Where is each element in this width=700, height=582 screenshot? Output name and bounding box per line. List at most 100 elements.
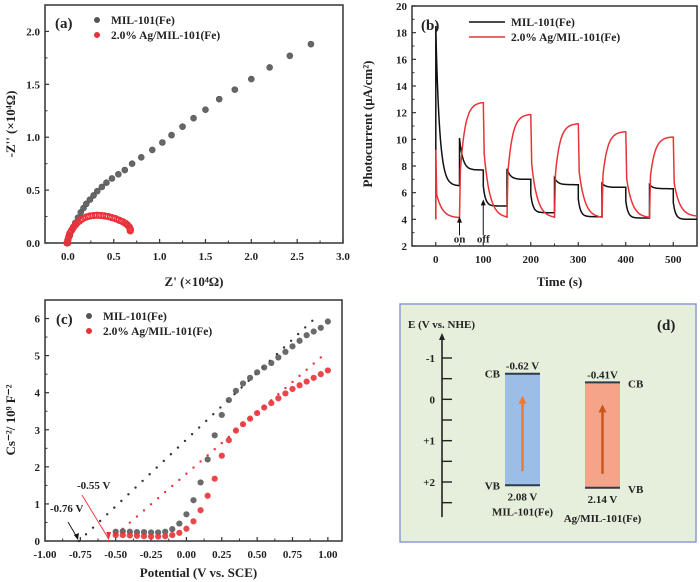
x-tick-label: -0.25 (140, 549, 163, 561)
panel-a-y-axis-title: -Z'' (×10⁴Ω) (3, 91, 18, 158)
annotation-label: off (477, 234, 490, 246)
arrowhead-icon (480, 199, 486, 206)
data-point (81, 214, 88, 222)
data-point (148, 146, 156, 154)
legend-marker (86, 328, 92, 334)
data-point (159, 139, 166, 146)
fit-line-dot (113, 506, 116, 509)
panel-b-ticks: 0 100 200 300 400 500 2 4 6 8 10 12 14 16 18 20 (396, 1, 682, 266)
x-tick-label: 2.0 (244, 251, 258, 263)
data-point (324, 318, 331, 325)
data-point (114, 216, 121, 223)
vb-label: VB (485, 480, 501, 492)
data-point (246, 374, 254, 381)
fit-line-dot (77, 539, 81, 543)
panel-b-label: (b) (421, 18, 439, 34)
data-point (303, 332, 310, 339)
data-point (108, 175, 116, 182)
panel-d-band-diagram: E (V vs. NHE) -1 0 +1 +2 -0.62 V 2.08 V MIL-1… (399, 303, 697, 543)
data-point (197, 479, 204, 486)
data-point (254, 369, 261, 376)
fit-line-dot (312, 362, 315, 365)
arrowhead-icon (518, 395, 527, 404)
y-tick-label: 0.0 (26, 238, 40, 250)
fit-line-dot (106, 513, 109, 516)
fit-line-dot (156, 496, 160, 500)
y-tick-label: 6 (35, 314, 41, 326)
data-point (190, 114, 197, 122)
y-tick-label: 6 (402, 188, 408, 200)
fit-line-dot (311, 319, 314, 322)
cb-label: CB (628, 378, 644, 390)
data-point (296, 382, 303, 389)
fit-line-dot (305, 368, 308, 371)
series-line-mil-101-fe (435, 25, 697, 221)
data-point (84, 213, 92, 220)
panel-d-axis-title: E (V vs. NHE) (408, 319, 475, 331)
vb-value-label: 2.14 V (588, 494, 618, 506)
data-point (239, 380, 247, 387)
panel-d-label: (d) (657, 318, 675, 334)
panel-b-photocurrent: 0 100 200 300 400 500 2 4 6 8 10 12 14 16 18 20 (b) MIL… (360, 1, 698, 289)
data-point (169, 531, 176, 539)
x-tick-label: 100 (475, 254, 492, 266)
data-point (126, 532, 133, 539)
energy-axis-tick-label: -1 (426, 353, 435, 365)
data-point (218, 452, 225, 459)
y-tick-label: 10 (396, 134, 408, 146)
x-tick-label: 1.5 (199, 251, 213, 263)
fit-line-dot (128, 521, 132, 524)
data-point (202, 106, 209, 114)
fit-line-dot (289, 339, 293, 342)
data-point (133, 532, 141, 539)
fit-line-dot (183, 439, 187, 443)
data-point (225, 397, 232, 404)
data-point (248, 75, 255, 83)
fit-line-dot (107, 539, 110, 543)
fit-line-dot (291, 380, 294, 384)
data-point (232, 427, 240, 434)
arrowhead-icon (106, 532, 112, 540)
fit-line-dot (197, 426, 201, 429)
arrowhead-icon (73, 533, 79, 540)
fit-line-dot (84, 533, 88, 536)
panel-c-mott-schottky: -1.00 -0.75 -0.50 -0.25 0.00 0.25 0.50 0.75 1.00… (3, 299, 343, 580)
fit-line-dot (176, 446, 180, 449)
panel-c-legend: MIL-101(Fe) 2.0% Ag/MIL-101(Fe) (86, 311, 212, 338)
data-point (183, 525, 190, 532)
y-tick-label: 2.0 (26, 26, 40, 38)
data-point (211, 432, 218, 439)
cb-value-label: -0.62 V (506, 361, 539, 373)
panel-c-label: (c) (56, 312, 73, 328)
cb-label: CB (485, 369, 501, 381)
panel-c-y-axis-title: Cs⁻²/ 10⁹ F⁻² (3, 384, 18, 455)
fit-line-dot (142, 509, 146, 512)
data-point (126, 226, 134, 234)
legend-label: MIL-101(Fe) (103, 311, 167, 323)
y-tick-label: 2 (35, 462, 41, 474)
data-point (232, 387, 240, 394)
data-point (176, 529, 183, 536)
data-point (197, 507, 204, 514)
material-name-label: MIL-101(Fe) (492, 506, 553, 518)
data-point (225, 437, 232, 444)
fit-line-dot (199, 460, 202, 463)
y-tick-label: 14 (396, 81, 408, 93)
data-point (268, 359, 275, 367)
y-tick-label: 1.0 (26, 132, 40, 144)
x-tick-label: 0.25 (212, 549, 232, 561)
x-tick-label: 0.75 (283, 549, 303, 561)
data-point (286, 52, 294, 60)
data-point (99, 212, 107, 220)
arrowhead-icon (598, 404, 607, 413)
fit-line-dot (171, 484, 174, 488)
data-point (121, 166, 129, 174)
annotation-label: -0.76 V (50, 503, 83, 515)
data-point (155, 533, 162, 540)
x-tick-label: 400 (618, 254, 635, 266)
data-point (110, 214, 118, 222)
data-point (215, 95, 223, 103)
data-point (103, 179, 110, 187)
panel-a-legend: MIL-101(Fe) 2.0% Ag/MIL-101(Fe) (94, 15, 220, 42)
data-point (204, 456, 211, 463)
